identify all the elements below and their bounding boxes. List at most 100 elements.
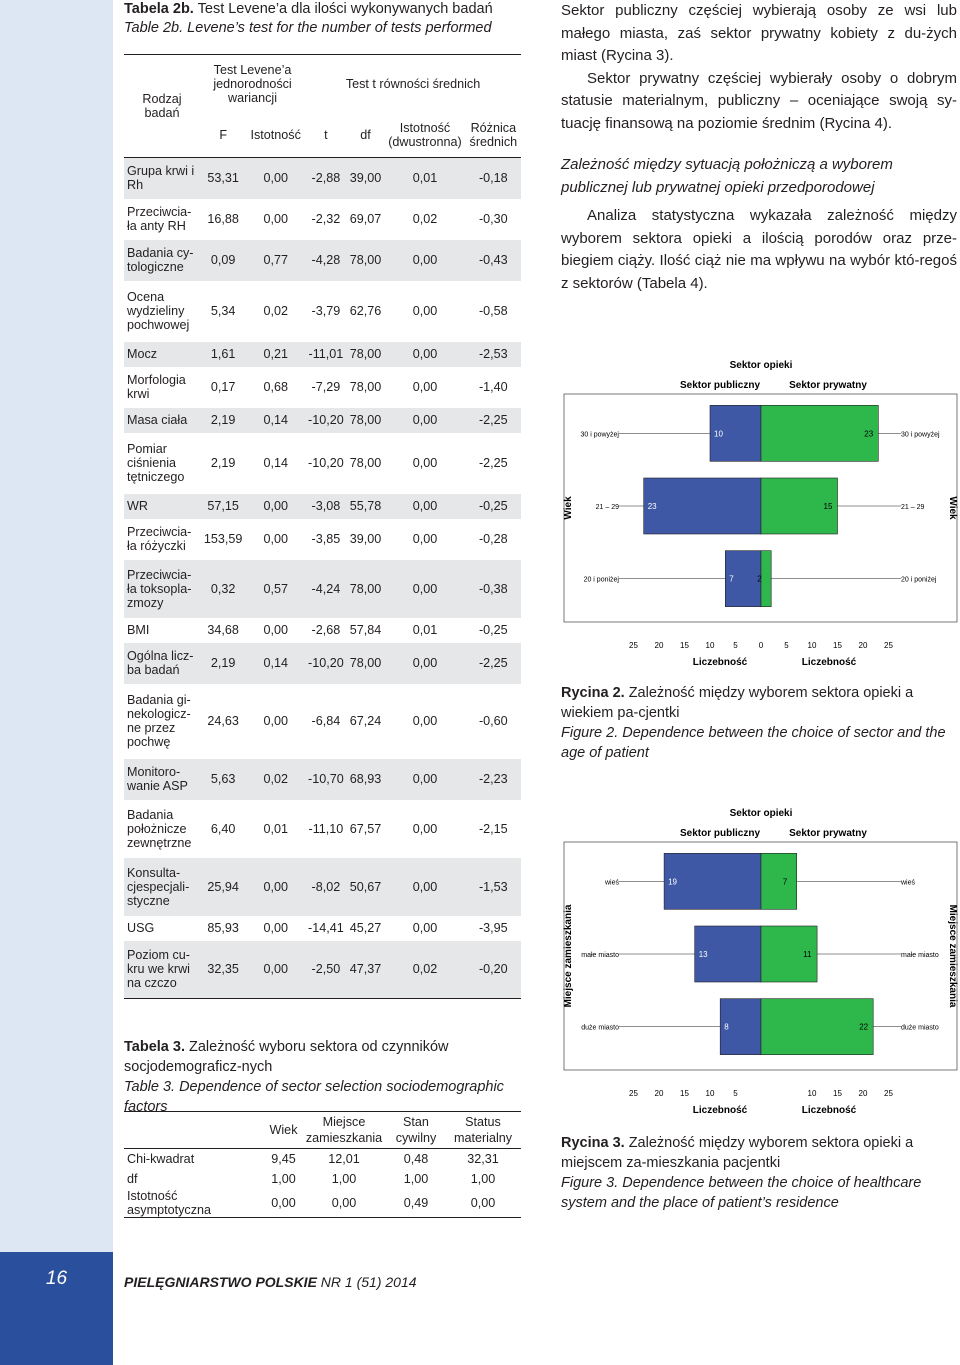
cell-t: -11,01: [305, 341, 347, 367]
table3-chi-square: Wiek Miejsce zamieszkania Stan cywilny S…: [124, 1111, 521, 1218]
cell-ist2: 0,00: [412, 304, 438, 318]
table-row: Ogólna licz-ba badań 2,19 0,14 -10,20 78,00 0…: [124, 642, 521, 684]
t3-cell: 32,31: [467, 1152, 499, 1166]
cell-f: 32,35: [200, 940, 247, 999]
cell-diff: -0,18: [465, 157, 521, 199]
cell-ist2: 0,00: [412, 714, 438, 728]
table2-title-pl: Test Levene’a dla ilości wykonywanych ba…: [197, 1, 493, 17]
series-label-publiczny: Sektor publiczny: [680, 380, 760, 391]
cell-df: 45,27: [349, 921, 382, 935]
cell-df: 39,00: [346, 157, 385, 199]
cell-ist2: 0,00: [384, 857, 466, 916]
figure2-chart: Sektor opieki Sektor publiczny Sektor pryw…: [563, 360, 958, 668]
row-label: Masa ciała: [124, 407, 200, 433]
cell-f: 0,17: [210, 380, 236, 394]
t3-col-0: [124, 1111, 266, 1149]
row-label: Konsulta-cjespecjali-styczne: [124, 857, 200, 916]
header-f: F: [200, 112, 247, 158]
header-t: t: [305, 112, 347, 158]
cell-t: -2,88: [305, 157, 347, 199]
category-label-right: 30 i powyżej: [901, 431, 940, 438]
cell-diff: -2,15: [478, 821, 508, 836]
series-label-publiczny: Sektor publiczny: [680, 828, 760, 839]
table-row: Grupa krwi i Rh 53,31 0,00 -2,88 39,00 0,01 -0…: [124, 157, 521, 199]
x-tick-label: 5: [733, 641, 738, 650]
cell-ist: 0,00: [263, 532, 288, 546]
bar-publiczny: [694, 925, 762, 983]
cell-ist2: 0,00: [384, 493, 466, 519]
data-label: 8: [724, 1023, 729, 1032]
x-tick-label: 25: [629, 1089, 638, 1098]
table3-caption: Tabela 3. Zależność wyboru sektora od cz…: [124, 1037, 524, 1117]
t3-cell: 1,00: [470, 1172, 496, 1186]
cell-t: -10,20: [308, 456, 344, 470]
cell-ist2: 0,02: [384, 940, 466, 999]
x-tick-label: 10: [808, 641, 817, 650]
cell-f: 85,93: [207, 921, 239, 935]
figure3-caption: Rycina 3. Zależność między wyborem sekto…: [561, 1133, 957, 1213]
x-tick-label: 15: [680, 1089, 689, 1098]
t3-cell: 0,00: [301, 1189, 387, 1218]
series-label-prywatny: Sektor prywatny: [789, 380, 867, 391]
table-row: Przeciwcia-ła anty RH 16,88 0,00 -2,32 69,07…: [124, 199, 521, 240]
t3-cell: 0,00: [445, 1189, 521, 1218]
cell-df: 39,00: [349, 532, 382, 546]
t3-col-status: Status materialny: [445, 1111, 521, 1149]
row-label: Morfologia krwi: [127, 373, 186, 401]
cell-f: 0,09: [200, 239, 247, 281]
cell-df: 57,84: [349, 623, 382, 637]
cell-f: 6,40: [210, 821, 236, 836]
table-row: Mocz 1,61 0,21 -11,01 78,00 0,00 -2,53: [124, 341, 521, 367]
data-label: 7: [783, 877, 788, 886]
cell-df: 69,07: [349, 212, 382, 226]
row-label: WR: [124, 493, 200, 519]
t3-col-miejsce: Miejsce zamieszkania: [301, 1111, 387, 1149]
cell-ist2: 0,00: [384, 407, 466, 433]
table-row: Istotność asymptotyczna 0,00 0,00 0,49 0…: [124, 1189, 521, 1218]
cell-ist: 0,14: [246, 642, 306, 684]
cell-diff: -2,53: [465, 341, 521, 367]
plot-frame: [563, 393, 958, 623]
cell-diff: -0,28: [478, 532, 508, 546]
row-label: Mocz: [124, 341, 200, 367]
x-tick-label: 10: [808, 1089, 817, 1098]
table-row: Przeciwcia-ła różyczki 153,59 0,00 -3,85 39,…: [124, 519, 521, 560]
cell-f: 57,15: [200, 493, 247, 519]
cell-t: -3,79: [311, 304, 341, 318]
figure2-caption-pl: Zależność między wyborem sektora opieki …: [561, 685, 914, 721]
x-tick-label: 20: [859, 641, 868, 650]
cell-t: -11,10: [308, 821, 344, 836]
cell-ist: 0,14: [263, 456, 288, 470]
cell-ist2: 0,01: [412, 623, 438, 637]
bar-publiczny: [719, 998, 762, 1055]
cell-f: 34,68: [207, 623, 239, 637]
y-axis-label-right: Wiek: [947, 496, 958, 520]
page-number: 16: [45, 1268, 68, 1289]
x-tick-label: 20: [655, 641, 664, 650]
cell-diff: -0,43: [465, 239, 521, 281]
bar-prywatny: [760, 550, 772, 607]
body-text-top: Sektor publiczny częściej wybierają osob…: [561, 0, 957, 135]
bar-publiczny: [643, 477, 762, 535]
cell-ist2: 0,00: [412, 532, 438, 546]
cell-diff: -1,40: [478, 380, 508, 394]
row-label: Przeciwcia-ła różyczki: [127, 525, 192, 553]
cell-ist: 0,02: [246, 758, 306, 800]
figure3-label: Rycina 3.: [561, 1135, 625, 1151]
cell-ist: 0,57: [246, 559, 306, 618]
x-tick-label: 15: [680, 641, 689, 650]
t3-cell: 9,45: [271, 1152, 296, 1166]
cell-f: 5,34: [210, 304, 236, 318]
x-tick-label: 5: [733, 1089, 738, 1098]
cell-df: 68,93: [346, 758, 385, 800]
t3-cell: 12,01: [328, 1152, 360, 1166]
t3-row-label: Chi-kwadrat: [127, 1152, 195, 1166]
bar-prywatny: [760, 853, 798, 910]
cell-f: 0,32: [200, 559, 247, 618]
t3-cell: 1,00: [331, 1172, 357, 1186]
cell-ist2: 0,00: [384, 239, 466, 281]
cell-df: 50,67: [346, 857, 385, 916]
row-label: Przeciwcia-ła anty RH: [127, 205, 192, 233]
cell-ist: 0,00: [263, 623, 288, 637]
cell-df: 78,00: [346, 341, 385, 367]
